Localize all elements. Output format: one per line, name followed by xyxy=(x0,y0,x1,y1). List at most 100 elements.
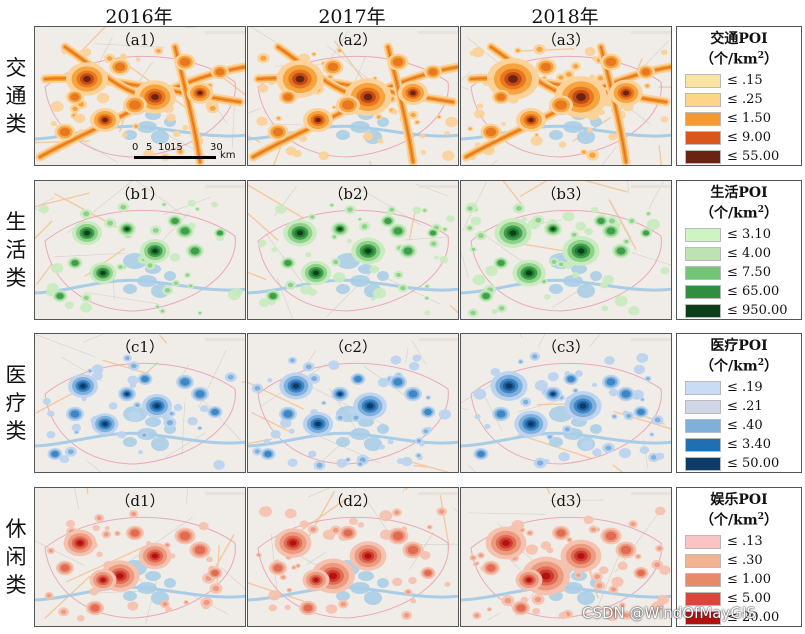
density-point-core xyxy=(443,228,447,231)
density-point xyxy=(608,388,619,397)
density-point-core xyxy=(333,260,339,265)
density-point xyxy=(473,388,487,400)
density-point xyxy=(275,204,287,214)
density-point xyxy=(299,520,309,528)
basemap-block xyxy=(631,338,671,341)
legend-unit-exponent: 2 xyxy=(757,358,764,368)
basemap-lake xyxy=(377,271,389,281)
density-hotspot xyxy=(637,409,645,415)
density-hotspot xyxy=(637,570,645,576)
density-point xyxy=(581,440,594,450)
density-hotspot xyxy=(283,410,293,418)
basemap-lake xyxy=(364,437,382,451)
basemap-block xyxy=(205,492,245,495)
basemap-ring-road xyxy=(470,362,662,465)
legend-swatch xyxy=(685,149,721,164)
density-hotspot-peak xyxy=(84,230,90,236)
basemap-road xyxy=(627,181,630,195)
density-point xyxy=(420,551,431,560)
density-hotspot xyxy=(424,570,432,576)
basemap-lake xyxy=(164,271,176,281)
scale-bar-tick: 15 xyxy=(170,142,183,153)
density-layer xyxy=(464,202,670,318)
legend-value: ≤ 20.00 xyxy=(727,610,780,625)
density-point-core xyxy=(147,263,153,268)
density-point xyxy=(137,449,144,455)
density-point xyxy=(92,371,103,381)
density-point-core xyxy=(296,564,300,567)
density-hotspot xyxy=(403,247,413,255)
density-hotspot-peak xyxy=(80,383,86,389)
density-map xyxy=(461,181,671,319)
density-point xyxy=(530,135,543,146)
scale-bar-tick: 30 xyxy=(210,142,223,153)
basemap-road xyxy=(612,464,624,472)
basemap-lake xyxy=(123,591,137,601)
legend-value: ≤ 7.50 xyxy=(727,265,771,280)
density-point xyxy=(651,601,665,613)
density-point xyxy=(82,48,92,57)
density-hotspot xyxy=(129,100,141,110)
density-hotspot xyxy=(114,62,126,72)
density-point xyxy=(267,377,273,383)
density-point xyxy=(284,604,291,610)
density-point-core xyxy=(468,127,472,130)
density-point-core xyxy=(467,226,473,230)
legend: 医疗POI （个/km2） ≤ .19 ≤ .21 ≤ .40 ≤ 3.40 ≤ 50.00 xyxy=(676,333,802,473)
density-point-core xyxy=(72,106,78,111)
legend-value: ≤ .30 xyxy=(727,553,763,568)
density-point-core xyxy=(522,399,529,405)
basemap-lake xyxy=(549,130,563,140)
basemap-lake xyxy=(358,264,374,274)
scale-bar-tick: 10 xyxy=(158,142,171,153)
legend-swatch xyxy=(685,284,721,299)
density-point-core xyxy=(257,553,261,557)
density-hotspot xyxy=(51,451,59,457)
density-point xyxy=(412,206,422,214)
density-point xyxy=(558,611,568,620)
density-point xyxy=(446,215,455,223)
density-point xyxy=(128,411,141,422)
legend-value: ≤ .13 xyxy=(727,534,763,549)
basemap-lake xyxy=(350,428,370,440)
density-hotspot xyxy=(555,100,567,110)
density-point xyxy=(292,149,302,158)
density-point xyxy=(419,133,426,139)
panel-label: （c2） xyxy=(329,338,377,356)
legend-value: ≤ 65.00 xyxy=(727,284,780,299)
density-point xyxy=(604,356,615,365)
density-hotspot xyxy=(497,260,505,266)
basemap-road xyxy=(35,334,96,358)
density-point-core xyxy=(322,401,326,405)
legend-unit-exponent: 2 xyxy=(757,51,764,61)
density-point xyxy=(50,101,64,113)
density-point xyxy=(490,368,501,377)
legend-unit-close: ） xyxy=(763,512,778,529)
density-point xyxy=(50,120,57,127)
basemap-lake xyxy=(577,591,595,605)
scale-bar-tick: 5 xyxy=(146,142,153,153)
legend-swatch xyxy=(685,246,721,261)
density-map xyxy=(248,488,458,626)
density-hotspot xyxy=(485,127,497,137)
density-point xyxy=(547,372,559,382)
legend: 生活POI （个/km2） ≤ 3.10 ≤ 4.00 ≤ 7.50 ≤ 65.00 ≤ 9… xyxy=(676,180,802,320)
density-point-core xyxy=(310,215,315,219)
density-point-core xyxy=(165,543,170,547)
density-point xyxy=(332,272,346,283)
basemap-road xyxy=(468,464,476,472)
legend-unit: （个/km2） xyxy=(677,355,801,376)
basemap-road xyxy=(584,181,628,193)
density-point-core xyxy=(475,562,479,565)
density-point xyxy=(117,431,127,439)
density-hotspot xyxy=(70,93,80,101)
legend-item: ≤ .21 xyxy=(685,397,779,416)
density-hotspot xyxy=(486,564,496,572)
basemap-road xyxy=(276,277,294,319)
legend-value: ≤ 50.00 xyxy=(727,456,780,471)
basemap-road xyxy=(251,411,294,435)
basemap-lake xyxy=(336,437,350,447)
density-hotspot xyxy=(477,451,485,457)
basemap-lake xyxy=(151,437,169,451)
basemap-lake xyxy=(137,275,157,287)
